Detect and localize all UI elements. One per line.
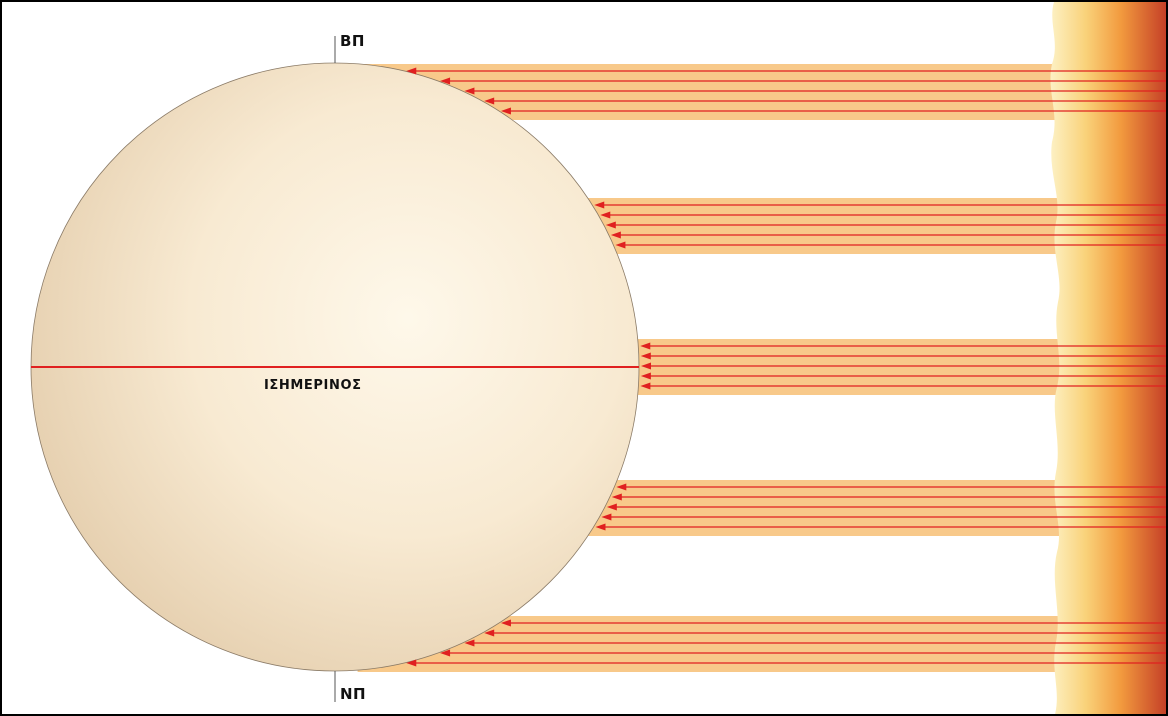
sun-ray-arrowhead [440, 77, 451, 85]
sun-ray-arrowhead [615, 241, 626, 249]
equator-label: ΙΣΗΜΕΡΙΝΟΣ [264, 378, 362, 393]
sunlight-beam [357, 616, 1166, 672]
sun-ray-arrowhead [484, 629, 495, 637]
sunlight-beam [585, 198, 1166, 254]
sunlight-beams [357, 64, 1166, 672]
south-pole-label: ΝΠ [340, 685, 367, 703]
sun-ray-arrowhead [600, 211, 611, 219]
sun-ray-arrowhead [605, 221, 616, 229]
sunlight-beam [635, 339, 1166, 395]
north-pole-label: ΒΠ [340, 32, 365, 50]
sun-ray-arrowhead [406, 67, 417, 75]
sun-ray-arrowhead [500, 107, 511, 115]
sun-edge [1050, 2, 1166, 714]
sunlight-beam [357, 64, 1166, 120]
sun-ray-arrowhead [500, 619, 511, 627]
sun-ray-arrowhead [640, 362, 651, 370]
sun-ray-arrowhead [640, 342, 651, 350]
sun-ray-arrowhead [464, 639, 475, 647]
sun-ray-arrowhead [640, 352, 651, 360]
sun-ray-arrowhead [606, 503, 617, 511]
sun-ray-arrowhead [594, 201, 605, 209]
sun-ray-arrowhead [610, 231, 621, 239]
sun-ray-arrowhead [484, 97, 495, 105]
sun-ray-arrowhead [406, 659, 417, 667]
sun-ray-arrowhead [616, 483, 627, 491]
sun-ray-arrowhead [601, 513, 612, 521]
sun-ray-arrowhead [640, 382, 651, 390]
sun-ray-arrowhead [611, 493, 622, 501]
sun-rays [406, 67, 1166, 667]
sun-ray-arrowhead [640, 372, 651, 380]
sun-ray-arrowhead [440, 649, 451, 657]
sun-ray-arrowhead [464, 87, 475, 95]
sunlight-beam [585, 480, 1166, 536]
sun-ray-arrowhead [595, 523, 606, 531]
